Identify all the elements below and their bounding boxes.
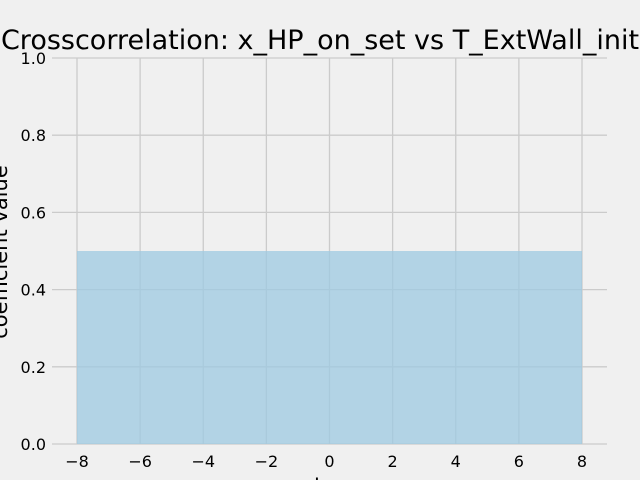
x-tick-label: −4 xyxy=(191,452,215,471)
y-tick-label: 0.0 xyxy=(21,435,46,454)
y-tick-label: 0.6 xyxy=(21,203,46,222)
x-tick-label: 0 xyxy=(324,452,334,471)
x-tick-label: −8 xyxy=(65,452,89,471)
x-tick-label: 2 xyxy=(388,452,398,471)
x-tick-label: −6 xyxy=(128,452,152,471)
y-tick-label: 0.4 xyxy=(21,281,46,300)
y-tick-label: 0.8 xyxy=(21,126,46,145)
x-tick-label: −2 xyxy=(255,452,279,471)
plot-area xyxy=(77,251,582,444)
x-tick-label: 4 xyxy=(451,452,461,471)
x-tick-label: 8 xyxy=(577,452,587,471)
chart-title: Crosscorrelation: x_HP_on_set vs T_ExtWa… xyxy=(1,25,639,56)
x-axis-label: lag xyxy=(314,475,346,480)
y-axis-label: coefficient value xyxy=(0,165,12,339)
x-tick-label: 6 xyxy=(514,452,524,471)
y-tick-label: 0.2 xyxy=(21,358,46,377)
area-series xyxy=(77,251,582,444)
y-tick-label: 1.0 xyxy=(21,49,46,68)
y-tick-labels: 0.0 0.2 0.4 0.6 0.8 1.0 xyxy=(21,49,46,454)
x-tick-labels: −8 −6 −4 −2 0 2 4 6 8 xyxy=(65,452,587,471)
